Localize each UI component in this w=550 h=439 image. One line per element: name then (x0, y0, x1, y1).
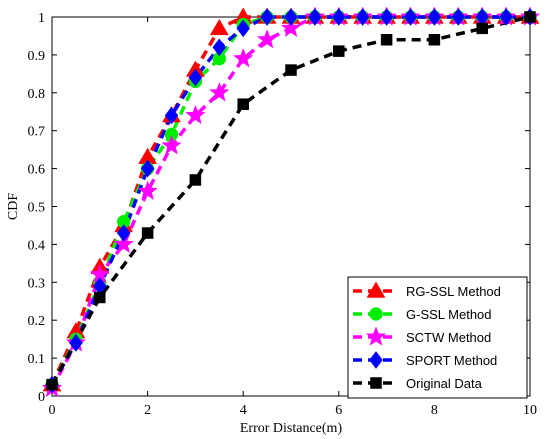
series-0-point (209, 18, 229, 36)
legend-label: Original Data (406, 376, 483, 391)
series-3-point (403, 8, 418, 26)
series-4-point (333, 45, 345, 57)
series-2-point (233, 47, 254, 68)
y-tick-label: 0 (38, 390, 45, 405)
series-4-point (476, 22, 488, 35)
series-3-point (140, 159, 155, 178)
axis-ticks: 0 2 4 6 8 10 0 0.1 0.2 0.3 0.4 0.5 0.6 0.7 0.8 0.9 1 (28, 11, 538, 418)
legend-marker (369, 307, 383, 321)
y-tick-label: 0.2 (28, 314, 46, 329)
series-3-point (212, 38, 227, 57)
x-tick-label: 10 (523, 403, 537, 418)
y-tick-label: 0.8 (28, 87, 46, 102)
y-tick-label: 0.1 (28, 352, 46, 367)
legend-label: SPORT Method (406, 353, 497, 368)
x-tick-label: 4 (240, 403, 247, 418)
legend-label: G-SSL Method (406, 307, 492, 322)
legend-marker (370, 377, 382, 389)
series-3-point (308, 8, 322, 26)
y-tick-label: 0.6 (28, 163, 46, 178)
series-2-point (280, 17, 302, 38)
series-3-point (284, 8, 298, 26)
legend-marker (369, 351, 383, 369)
series-4-point (524, 11, 536, 23)
series-4-point (285, 64, 297, 76)
series-3-point (499, 8, 513, 26)
legend-label: SCTW Method (406, 330, 491, 345)
series-line-3 (50, 15, 530, 386)
y-tick-label: 0.9 (28, 49, 46, 64)
series-3-point (379, 8, 394, 26)
y-tick-label: 1 (38, 11, 45, 26)
legend-marker (366, 281, 386, 298)
legend: RG-SSL Method G-SSL Method SCTW Method SPOR… (347, 276, 528, 399)
series-4-point (380, 33, 393, 46)
y-axis-label: CDF (6, 193, 21, 220)
series-4-point (141, 227, 154, 239)
series-4-point (428, 33, 441, 46)
series-3-point (451, 8, 466, 26)
series-markers (41, 6, 541, 398)
series-line-4 (50, 15, 531, 386)
y-tick-label: 0.3 (28, 276, 46, 291)
series-3-point (164, 106, 179, 125)
series-3-point (427, 8, 442, 26)
series-4-point (94, 291, 106, 304)
y-tick-label: 0.4 (28, 238, 46, 253)
series-4-point (46, 378, 58, 391)
series-4-point (237, 98, 249, 110)
x-tick-label: 2 (144, 403, 151, 418)
x-tick-label: 8 (431, 403, 438, 418)
series-3-point (260, 8, 274, 26)
y-tick-label: 0.5 (28, 201, 46, 216)
y-tick-label: 0.7 (28, 125, 46, 140)
series-2-point (137, 180, 158, 201)
x-tick-label: 6 (335, 403, 342, 418)
legend-marker (365, 326, 387, 346)
x-axis-label: Error Distance(m) (240, 421, 343, 436)
series-3-point (188, 68, 203, 87)
series-3-point (331, 8, 346, 26)
series-3-point (69, 334, 83, 352)
series-3-point (116, 224, 131, 242)
series-3-point (236, 19, 251, 38)
series-2-point (161, 135, 182, 155)
x-tick-label: 0 (49, 403, 56, 418)
series-2-point (185, 104, 206, 125)
legend-label: RG-SSL Method (406, 284, 501, 299)
series-2-point (256, 29, 278, 49)
series-2-point (113, 233, 134, 254)
series-2-point (209, 82, 230, 102)
series-4-point (189, 174, 202, 186)
series-3-point (355, 8, 370, 26)
